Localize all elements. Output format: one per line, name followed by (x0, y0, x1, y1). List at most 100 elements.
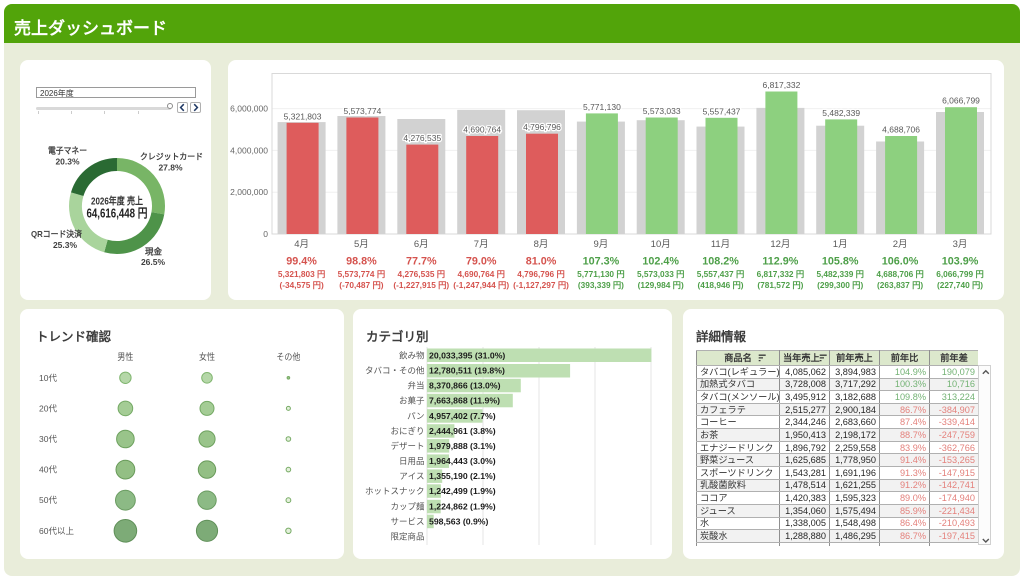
svg-text:4,796,796: 4,796,796 (523, 122, 561, 132)
svg-text:電子マネー: 電子マネー (48, 146, 87, 156)
svg-text:10代: 10代 (39, 373, 57, 383)
svg-text:79.0%: 79.0% (466, 256, 497, 268)
svg-text:ホットスナック: ホットスナック (365, 486, 425, 496)
svg-text:105.8%: 105.8% (822, 256, 859, 268)
svg-text:5,573,774: 5,573,774 (343, 106, 381, 116)
svg-text:限定商品: 限定商品 (390, 531, 424, 541)
svg-text:4,796,796 円: 4,796,796 円 (517, 269, 565, 279)
svg-text:6月: 6月 (414, 239, 429, 250)
svg-text:26.5%: 26.5% (141, 257, 166, 267)
svg-text:7,663,868 (11.9%): 7,663,868 (11.9%) (429, 396, 500, 406)
svg-text:2,000,000: 2,000,000 (230, 187, 268, 197)
svg-text:4,276,535: 4,276,535 (403, 133, 441, 143)
svg-text:11月: 11月 (711, 239, 730, 250)
svg-text:5,321,803: 5,321,803 (284, 111, 322, 121)
svg-text:5,482,339: 5,482,339 (822, 108, 860, 118)
svg-text:1,979,888 (3.1%): 1,979,888 (3.1%) (429, 441, 496, 451)
svg-text:カップ麺: カップ麺 (390, 502, 425, 512)
svg-text:(-70,487 円): (-70,487 円) (339, 280, 384, 290)
svg-text:9月: 9月 (594, 239, 609, 250)
svg-text:99.4%: 99.4% (286, 256, 317, 268)
svg-text:4,688,706: 4,688,706 (882, 125, 920, 135)
svg-text:4,690,764: 4,690,764 (463, 125, 501, 135)
svg-text:107.3%: 107.3% (583, 256, 620, 268)
svg-text:3月: 3月 (953, 239, 968, 250)
svg-text:4,688,706 円: 4,688,706 円 (876, 269, 924, 279)
svg-text:おにぎり: おにぎり (390, 426, 424, 436)
svg-text:0: 0 (263, 229, 268, 239)
svg-text:102.4%: 102.4% (642, 256, 679, 268)
svg-text:(-1,127,297 円): (-1,127,297 円) (513, 280, 569, 290)
svg-text:サービス: サービス (390, 516, 424, 526)
svg-text:10月: 10月 (651, 239, 671, 250)
svg-text:パン: パン (407, 411, 424, 421)
svg-text:103.9%: 103.9% (942, 256, 979, 268)
svg-text:12,780,511 (19.8%): 12,780,511 (19.8%) (429, 366, 505, 376)
svg-text:6,817,332 円: 6,817,332 円 (757, 269, 805, 279)
svg-text:5,771,130 円: 5,771,130 円 (577, 269, 625, 279)
svg-text:5,321,803 円: 5,321,803 円 (278, 269, 326, 279)
svg-text:その他: その他 (276, 351, 300, 362)
svg-text:弁当: 弁当 (407, 381, 424, 391)
svg-text:106.0%: 106.0% (882, 256, 919, 268)
svg-text:4,690,764 円: 4,690,764 円 (457, 269, 505, 279)
svg-text:タバコ・その他: タバコ・その他 (365, 366, 425, 376)
svg-text:クレジットカード: クレジットカード (140, 152, 203, 162)
svg-text:8月: 8月 (534, 239, 549, 250)
svg-text:6,817,332: 6,817,332 (762, 80, 800, 90)
svg-text:飲み物: 飲み物 (399, 350, 425, 360)
svg-text:男性: 男性 (117, 351, 133, 362)
svg-text:4,000,000: 4,000,000 (230, 145, 268, 155)
svg-text:(227,740 円): (227,740 円) (937, 280, 983, 290)
svg-text:アイス: アイス (399, 471, 424, 481)
svg-text:(-1,227,915 円): (-1,227,915 円) (393, 280, 449, 290)
svg-text:40代: 40代 (39, 465, 57, 475)
svg-text:5,771,130: 5,771,130 (583, 102, 621, 112)
svg-text:4,276,535 円: 4,276,535 円 (398, 269, 446, 279)
svg-text:6,000,000: 6,000,000 (230, 104, 268, 114)
svg-text:4,957,402 (7.7%): 4,957,402 (7.7%) (429, 411, 496, 421)
svg-text:5,573,774 円: 5,573,774 円 (338, 269, 386, 279)
svg-text:2026年度 売上: 2026年度 売上 (91, 195, 143, 208)
svg-text:5,482,339 円: 5,482,339 円 (816, 269, 864, 279)
svg-text:6,066,799: 6,066,799 (942, 96, 980, 106)
svg-text:日用品: 日用品 (399, 456, 425, 466)
svg-text:30代: 30代 (39, 434, 57, 444)
svg-text:(263,837 円): (263,837 円) (877, 280, 923, 290)
svg-text:60代以上: 60代以上 (39, 526, 74, 536)
svg-text:女性: 女性 (199, 351, 215, 362)
svg-text:12月: 12月 (770, 239, 790, 250)
svg-text:6,066,799 円: 6,066,799 円 (936, 269, 984, 279)
svg-text:1,355,190 (2.1%): 1,355,190 (2.1%) (429, 471, 496, 481)
svg-text:64,616,448 円: 64,616,448 円 (87, 207, 148, 221)
svg-text:77.7%: 77.7% (406, 256, 437, 268)
svg-text:2月: 2月 (893, 239, 908, 250)
svg-text:108.2%: 108.2% (702, 256, 739, 268)
svg-text:7月: 7月 (474, 239, 489, 250)
svg-text:QRコード決済: QRコード決済 (31, 229, 82, 239)
svg-text:お菓子: お菓子 (399, 396, 425, 406)
svg-text:5,557,437 円: 5,557,437 円 (697, 269, 745, 279)
svg-text:2,444,961 (3.8%): 2,444,961 (3.8%) (429, 426, 496, 436)
svg-text:27.8%: 27.8% (158, 163, 183, 173)
svg-text:20代: 20代 (39, 403, 57, 413)
svg-text:(393,339 円): (393,339 円) (578, 280, 624, 290)
svg-text:20,033,395 (31.0%): 20,033,395 (31.0%) (429, 350, 505, 360)
svg-text:(-1,247,944 円): (-1,247,944 円) (453, 280, 509, 290)
svg-text:81.0%: 81.0% (526, 256, 557, 268)
svg-text:デザート: デザート (390, 441, 424, 451)
svg-text:598,563 (0.9%): 598,563 (0.9%) (429, 516, 489, 526)
svg-text:(-34,575 円): (-34,575 円) (279, 280, 324, 290)
svg-text:(129,984 円): (129,984 円) (638, 280, 684, 290)
svg-text:(299,300 円): (299,300 円) (817, 280, 863, 290)
svg-text:1,242,499 (1.9%): 1,242,499 (1.9%) (429, 486, 496, 496)
svg-text:5,573,033 円: 5,573,033 円 (637, 269, 685, 279)
svg-text:1月: 1月 (833, 239, 848, 250)
svg-text:5月: 5月 (354, 239, 369, 250)
svg-text:5,557,437: 5,557,437 (703, 106, 741, 116)
svg-text:98.8%: 98.8% (346, 256, 377, 268)
svg-text:20.3%: 20.3% (55, 157, 80, 167)
svg-text:112.9%: 112.9% (762, 256, 798, 268)
svg-text:1,964,443 (3.0%): 1,964,443 (3.0%) (429, 456, 496, 466)
svg-text:(418,946 円): (418,946 円) (697, 280, 743, 290)
